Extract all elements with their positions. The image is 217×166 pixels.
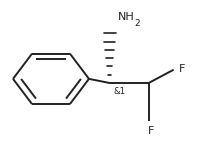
Text: 2: 2: [135, 19, 140, 28]
Text: &1: &1: [113, 87, 126, 96]
Text: NH: NH: [118, 12, 135, 22]
Text: F: F: [179, 64, 185, 74]
Text: F: F: [148, 126, 155, 136]
